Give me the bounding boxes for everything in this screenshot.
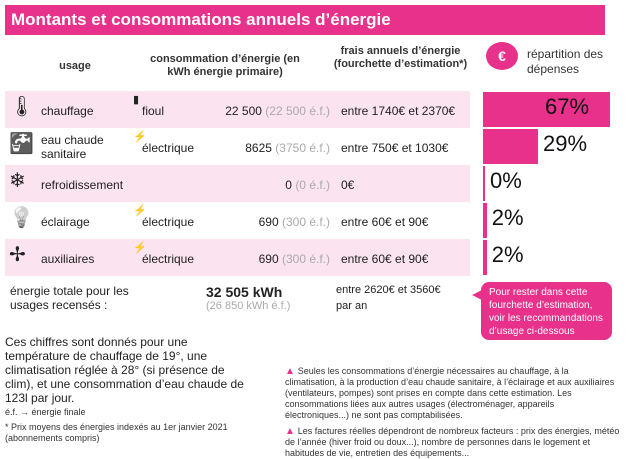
table-row: 🚰 eau chaude sanitaire ⚡ électrique 8625… — [5, 128, 470, 165]
thermometer-icon: 🌡 — [9, 96, 35, 118]
recommendation-bubble: Pour rester dans cette fourchette d’esti… — [472, 282, 612, 340]
table-row: ❄ refroidissement 0 (0 é.f.) 0€ — [5, 165, 470, 202]
final-energy: (0 é.f.) — [295, 178, 330, 192]
usage-label: chauffage — [41, 104, 94, 118]
conditions-note: Ces chiffres sont donnés pour une tempér… — [5, 335, 244, 405]
table-row: 💡 éclairage ⚡ électrique 690 (300 é.f.) … — [5, 202, 470, 239]
piggy-bank-icon: € — [486, 42, 518, 70]
warning-icon: ▲ — [285, 426, 298, 437]
warning-note-2: Les factures réelles dépendront de nombr… — [285, 426, 620, 458]
share-bar — [483, 166, 485, 201]
left-notes: Ces chiffres sont donnés pour une tempér… — [5, 335, 255, 444]
cost-range: entre 1740€ et 2370€ — [341, 104, 456, 118]
table-row: ✢ auxiliaires ⚡ électrique 690 (300 é.f.… — [5, 239, 470, 276]
total-final: (26 850 kWh é.f.) — [206, 300, 291, 312]
energy-type: électrique — [142, 215, 195, 229]
header-usage: usage — [59, 60, 91, 72]
share-bar — [483, 203, 487, 238]
final-energy: (300 é.f.) — [281, 252, 330, 266]
consumption-value: 690 (300 é.f.) — [258, 252, 330, 266]
usage-label: éclairage — [41, 215, 90, 229]
warning-note-1: Seules les consommations d’énergie néces… — [285, 366, 615, 420]
right-notes: ▲ Seules les consommations d’énergie néc… — [285, 366, 620, 459]
energy-type: électrique — [142, 141, 195, 155]
snowflake-icon: ❄ — [9, 170, 26, 192]
lightning-icon: ⚡ — [133, 242, 147, 254]
cost-range: entre 750€ et 1030€ — [341, 141, 449, 155]
lightning-icon: ⚡ — [133, 131, 147, 143]
table-row: 🌡 chauffage ▮ fioul 22 500 (22 500 é.f.)… — [5, 91, 470, 128]
consumption-value: 0 (0 é.f.) — [285, 178, 330, 192]
cost-range: 0€ — [341, 178, 355, 192]
header-costs: frais annuels d’énergie (fourchette d’es… — [333, 45, 468, 70]
usage-label: auxiliaires — [41, 252, 95, 266]
share-bar — [483, 240, 487, 275]
lightbulb-icon: 💡 — [9, 207, 34, 229]
header-consumption: consommation d’énergie (en kWh énergie p… — [150, 53, 300, 78]
share-percent: 29% — [542, 131, 588, 156]
energy-type: électrique — [142, 252, 195, 266]
final-energy: (3750 é.f.) — [275, 141, 330, 155]
total-label: énergie totale pour les usages recensés … — [10, 284, 129, 312]
final-energy: (300 é.f.) — [281, 215, 330, 229]
final-energy: (22 500 é.f.) — [265, 104, 330, 118]
share-percent: 2% — [491, 242, 524, 267]
ef-note: é.f. → énergie finale — [5, 407, 86, 417]
total-cost-suffix: par an — [336, 300, 368, 312]
total-cost: entre 2620€ et 3560€ — [336, 284, 441, 296]
share-percent: 2% — [491, 205, 524, 230]
lightning-icon: ⚡ — [133, 205, 147, 217]
usage-label: eau chaude sanitaire — [41, 133, 104, 161]
page-title: Montants et consommations annuels d’éner… — [5, 5, 605, 35]
energy-type: fioul — [142, 104, 165, 118]
consumption-value: 22 500 (22 500 é.f.) — [225, 104, 330, 118]
fan-icon: ✢ — [9, 244, 26, 266]
prices-note: * Prix moyens des énergies indexés au 1e… — [5, 422, 228, 443]
usage-label: refroidissement — [41, 178, 124, 192]
consumption-value: 8625 (3750 é.f.) — [245, 141, 330, 155]
share-percent: 67% — [545, 94, 590, 119]
warning-icon: ▲ — [285, 366, 298, 377]
header-distribution: répartition des dépenses — [527, 47, 604, 76]
consumption-value: 690 (300 é.f.) — [258, 215, 330, 229]
total-consumption: 32 505 kWh — [206, 284, 283, 300]
share-percent: 0% — [490, 168, 522, 193]
share-bar — [483, 129, 538, 164]
cost-range: entre 60€ et 90€ — [341, 252, 429, 266]
share-bar — [483, 92, 610, 127]
faucet-icon: 🚰 — [9, 133, 34, 155]
fuel-icon: ▮ — [133, 94, 140, 106]
cost-range: entre 60€ et 90€ — [341, 215, 429, 229]
